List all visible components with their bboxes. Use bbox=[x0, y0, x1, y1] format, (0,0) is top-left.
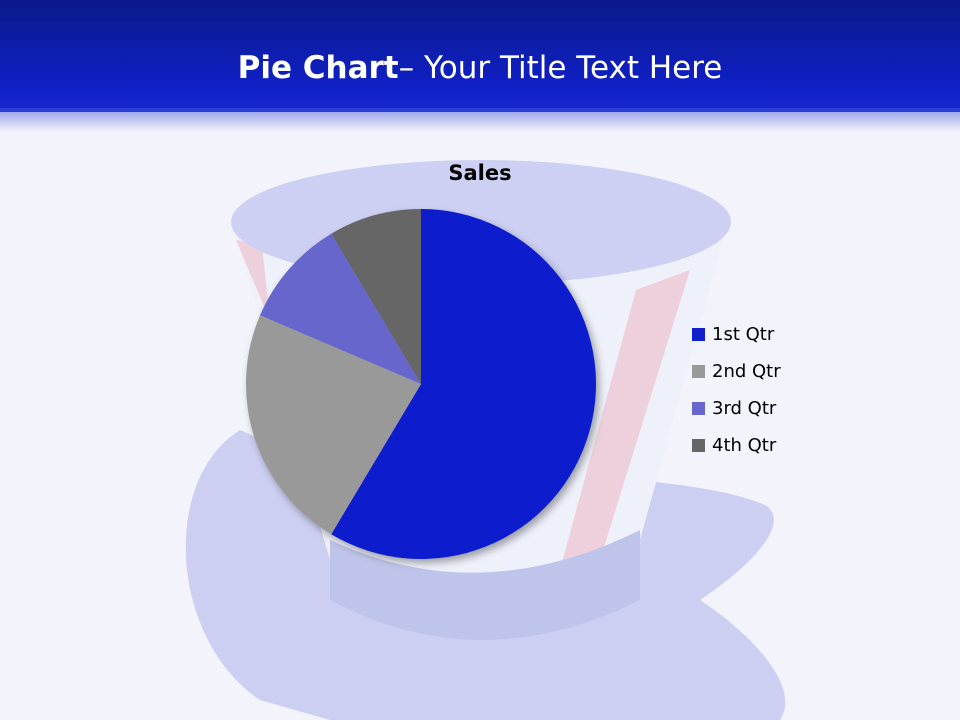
legend-item: 3rd Qtr bbox=[692, 390, 781, 427]
pie-slice-3 bbox=[260, 233, 421, 384]
legend-label: 1st Qtr bbox=[712, 324, 775, 345]
pie-slice-4 bbox=[331, 209, 421, 384]
chart-legend: 1st Qtr 2nd Qtr 3rd Qtr 4th Qtr bbox=[692, 316, 781, 464]
pie-slice-1 bbox=[331, 209, 597, 559]
legend-item: 2nd Qtr bbox=[692, 353, 781, 390]
legend-swatch bbox=[692, 328, 705, 341]
legend-label: 4th Qtr bbox=[712, 435, 777, 456]
legend-item: 1st Qtr bbox=[692, 316, 781, 353]
slide-title-rest: – Your Title Text Here bbox=[398, 50, 723, 86]
pie-slice-2 bbox=[246, 315, 421, 535]
legend-swatch bbox=[692, 439, 705, 452]
chart-title: Sales bbox=[448, 161, 512, 185]
legend-label: 3rd Qtr bbox=[712, 398, 777, 419]
slide-title-bold: Pie Chart bbox=[237, 50, 399, 86]
legend-swatch bbox=[692, 365, 705, 378]
title-bar bbox=[0, 0, 960, 112]
legend-swatch bbox=[692, 402, 705, 415]
title-bar-fade bbox=[0, 108, 960, 132]
legend-item: 4th Qtr bbox=[692, 427, 781, 464]
slide-title: Pie Chart– Your Title Text Here bbox=[0, 50, 960, 86]
legend-label: 2nd Qtr bbox=[712, 361, 781, 382]
